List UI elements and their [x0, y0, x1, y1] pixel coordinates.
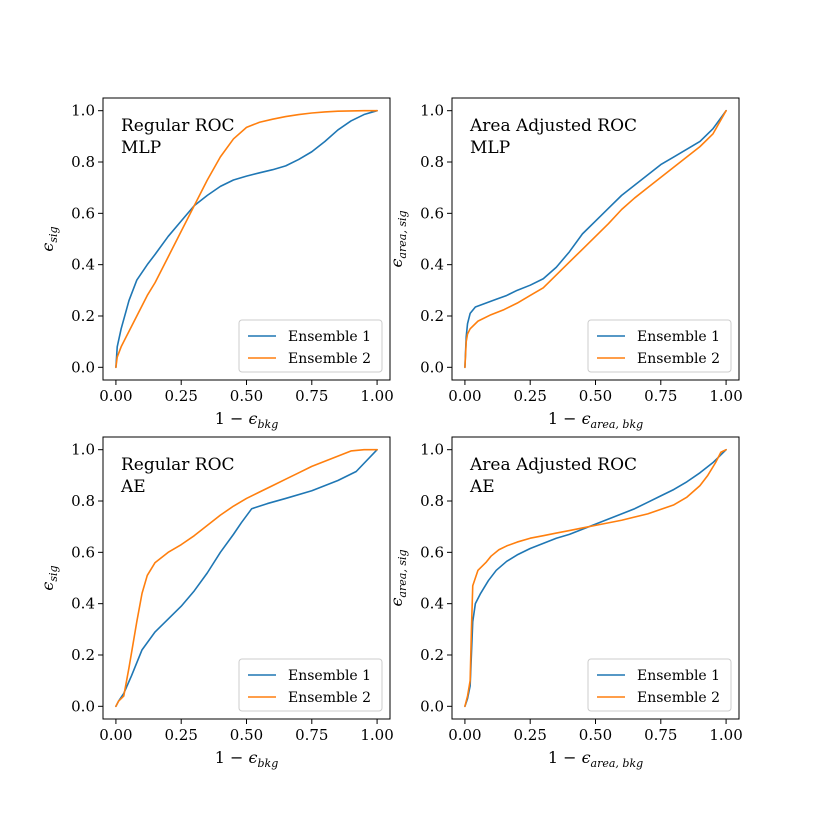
legend-entry-2: Ensemble 2 [637, 690, 720, 706]
y-axis-label: ϵarea, sig [387, 549, 409, 606]
x-tick-label: 0.00 [448, 726, 481, 744]
series-line-2 [115, 448, 378, 708]
x-tick-label: 0.75 [295, 726, 328, 744]
panel-title-line: Regular ROC [121, 455, 235, 475]
series-line-1 [115, 109, 378, 369]
legend-box [238, 319, 383, 373]
x-tick-label: 0.00 [99, 387, 132, 405]
x-axis-label: 1 − ϵarea, bkg [548, 409, 643, 431]
y-tick-label: 0.2 [71, 307, 95, 325]
panel-regular-ae: 0.00 0.25 0.50 0.75 1.00 0.0 0.2 0.4 0.6 0.8 1.0 Re… [38, 436, 394, 770]
x-tick-label: 0.25 [514, 726, 547, 744]
x-tick-label: 0.50 [579, 726, 612, 744]
series-line-2 [464, 109, 727, 369]
x-axis-label: 1 − ϵbkg [215, 748, 278, 770]
panel-area-mlp: 0.00 0.25 0.50 0.75 1.00 0.0 0.2 0.4 0.6 0.8 1.0 Ar… [387, 97, 743, 431]
x-tick-label: 0.75 [644, 726, 677, 744]
x-tick-label: 0.25 [165, 387, 198, 405]
y-axis-label: ϵsig [38, 565, 60, 590]
panel-title-line: Regular ROC [121, 116, 235, 136]
y-tick-label: 0.6 [71, 543, 95, 561]
x-tick-label: 1.00 [709, 726, 742, 744]
legend: Ensemble 1 Ensemble 2 [238, 658, 383, 712]
y-tick-label: 0.8 [420, 492, 444, 510]
y-tick-label: 0.6 [420, 204, 444, 222]
y-tick-label: 0.0 [420, 358, 444, 376]
legend-box [587, 319, 732, 373]
y-axis-label: ϵsig [38, 226, 60, 251]
x-tick-label: 0.00 [448, 387, 481, 405]
series-line-2 [464, 448, 727, 708]
legend: Ensemble 1 Ensemble 2 [587, 658, 732, 712]
panel-title-line: AE [469, 477, 495, 497]
y-tick-label: 0.0 [420, 697, 444, 715]
x-tick-label: 0.50 [230, 726, 263, 744]
legend-box [587, 658, 732, 712]
y-tick-label: 0.8 [420, 153, 444, 171]
y-axis-label: ϵarea, sig [387, 210, 409, 267]
x-tick-label: 0.00 [99, 726, 132, 744]
x-tick-label: 0.25 [165, 726, 198, 744]
y-tick-label: 0.2 [71, 646, 95, 664]
legend-entry-1: Ensemble 1 [637, 668, 720, 684]
panel-title-line: MLP [121, 138, 161, 158]
y-tick-label: 0.2 [420, 307, 444, 325]
y-tick-label: 1.0 [420, 102, 444, 120]
y-tick-label: 0.6 [420, 543, 444, 561]
legend: Ensemble 1 Ensemble 2 [587, 319, 732, 373]
legend-entry-1: Ensemble 1 [288, 329, 371, 345]
y-tick-label: 1.0 [71, 441, 95, 459]
legend-entry-2: Ensemble 2 [637, 351, 720, 367]
y-tick-label: 1.0 [420, 441, 444, 459]
panel-title-line: Area Adjusted ROC [469, 116, 637, 136]
panel-area-ae: 0.00 0.25 0.50 0.75 1.00 0.0 0.2 0.4 0.6 0.8 1.0 Ar… [387, 436, 743, 770]
y-tick-label: 0.2 [420, 646, 444, 664]
y-tick-label: 0.4 [71, 595, 95, 613]
y-tick-label: 0.0 [71, 697, 95, 715]
series-line-1 [115, 448, 378, 708]
legend-entry-1: Ensemble 1 [637, 329, 720, 345]
y-tick-label: 0.6 [71, 204, 95, 222]
series-line-2 [115, 109, 378, 369]
legend-box [238, 658, 383, 712]
x-tick-label: 0.25 [514, 387, 547, 405]
x-tick-label: 1.00 [360, 387, 393, 405]
series-line-1 [464, 109, 727, 369]
legend: Ensemble 1 Ensemble 2 [238, 319, 383, 373]
y-tick-label: 0.0 [71, 358, 95, 376]
x-tick-label: 1.00 [360, 726, 393, 744]
legend-entry-2: Ensemble 2 [288, 351, 371, 367]
y-tick-label: 0.4 [420, 256, 444, 274]
y-tick-label: 1.0 [71, 102, 95, 120]
series-line-1 [464, 448, 727, 708]
x-tick-label: 0.75 [644, 387, 677, 405]
y-tick-label: 0.8 [71, 153, 95, 171]
panel-title-line: Area Adjusted ROC [469, 455, 637, 475]
y-tick-label: 0.4 [420, 595, 444, 613]
panel-regular-mlp: 0.00 0.25 0.50 0.75 1.00 0.0 0.2 0.4 0.6 0.8 1.0 Re… [38, 97, 394, 431]
x-axis-label: 1 − ϵarea, bkg [548, 748, 643, 770]
y-tick-label: 0.8 [71, 492, 95, 510]
panel-title-line: AE [120, 477, 146, 497]
legend-entry-1: Ensemble 1 [288, 668, 371, 684]
panel-title-line: MLP [470, 138, 510, 158]
x-tick-label: 0.50 [579, 387, 612, 405]
y-tick-label: 0.4 [71, 256, 95, 274]
legend-entry-2: Ensemble 2 [288, 690, 371, 706]
x-tick-label: 1.00 [709, 387, 742, 405]
x-tick-label: 0.75 [295, 387, 328, 405]
x-axis-label: 1 − ϵbkg [215, 409, 278, 431]
x-tick-label: 0.50 [230, 387, 263, 405]
